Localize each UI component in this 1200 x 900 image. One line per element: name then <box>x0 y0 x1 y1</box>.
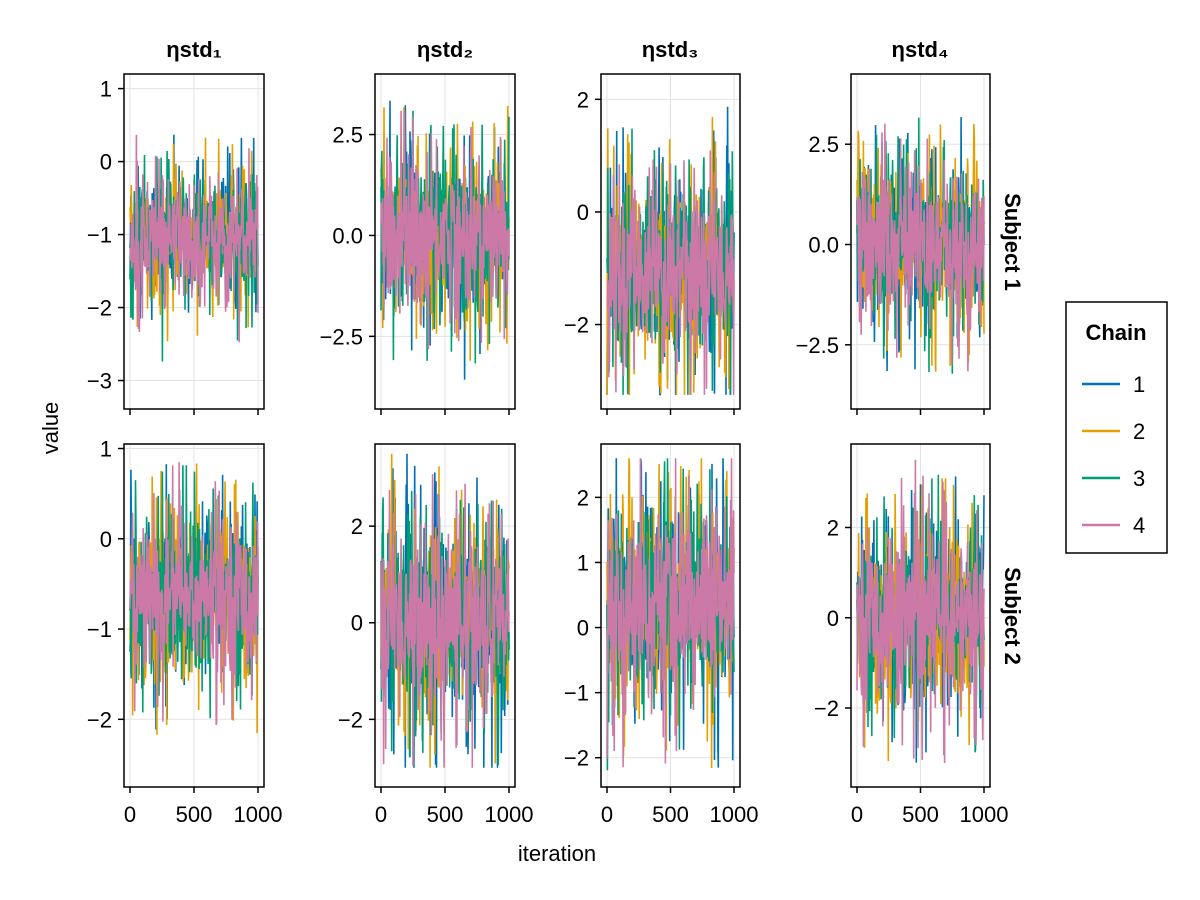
x-tick-label: 1000 <box>234 802 283 827</box>
y-tick-label: −2 <box>87 707 112 732</box>
x-tick-label: 1000 <box>485 802 534 827</box>
column-title: ηstd₁ <box>166 37 222 62</box>
y-tick-label: −1 <box>87 617 112 642</box>
panel: 2.5 0.0 −2.5 <box>320 73 516 415</box>
y-tick-label: 0.0 <box>332 223 363 248</box>
legend-label: 3 <box>1133 466 1145 491</box>
chain-4-trace <box>129 462 259 726</box>
trace-group <box>129 134 259 362</box>
trace-group <box>606 458 735 771</box>
trace-group <box>129 462 259 735</box>
y-tick-label: 2.5 <box>808 132 839 157</box>
legend-entry: 3 <box>1082 466 1145 491</box>
y-tick-label: 0 <box>827 606 839 631</box>
x-tick-label: 0 <box>375 802 387 827</box>
row-labels: Subject 1 Subject 2 <box>1000 193 1025 665</box>
column-title: ηstd₃ <box>642 37 699 62</box>
y-tick-label: −2.5 <box>320 324 363 349</box>
x-tick-label: 500 <box>427 802 464 827</box>
y-tick-label: 0 <box>100 150 112 175</box>
y-tick-label: 2.5 <box>332 123 363 148</box>
y-tick-label: −1 <box>87 223 112 248</box>
x-tick-label: 0 <box>601 802 613 827</box>
panel: 1 0 −1 −2 0 500 1000 <box>87 437 283 827</box>
legend-box <box>1065 301 1168 554</box>
legend-entry: 4 <box>1082 513 1145 538</box>
y-tick-label: −2 <box>564 313 589 338</box>
x-tick-label: 1000 <box>710 802 759 827</box>
chain-4-trace <box>380 110 510 350</box>
panel: 2.5 0.0 −2.5 <box>796 73 991 415</box>
y-tick-label: −2 <box>338 707 363 732</box>
x-tick-label: 500 <box>902 802 939 827</box>
chain-4-trace <box>856 123 985 372</box>
column-titles: ηstd₁ ηstd₂ ηstd₃ ηstd₄ <box>166 37 948 62</box>
y-tick-label: 2 <box>827 515 839 540</box>
legend-label: 4 <box>1133 513 1145 538</box>
legend-entry: 2 <box>1082 419 1145 444</box>
column-title: ηstd₂ <box>417 37 473 62</box>
y-tick-label: −2.5 <box>796 333 839 358</box>
panel: 2 0 −2 <box>564 73 741 415</box>
chain-4-trace <box>856 459 985 764</box>
x-tick-label: 500 <box>176 802 213 827</box>
x-tick-label: 1000 <box>960 802 1009 827</box>
y-tick-label: 1 <box>577 550 589 575</box>
panel: 2 0 −2 0 500 1000 <box>338 443 534 827</box>
trace-group <box>856 459 985 764</box>
x-tick-label: 500 <box>652 802 689 827</box>
y-tick-label: 0 <box>351 611 363 636</box>
legend-label: 2 <box>1133 419 1145 444</box>
y-tick-label: 2 <box>577 485 589 510</box>
legend: Chain 1 2 3 4 <box>1065 301 1168 554</box>
y-tick-label: −2 <box>564 746 589 771</box>
chain-4-trace <box>129 134 259 343</box>
chain-4-trace <box>606 458 735 768</box>
y-tick-label: 2 <box>577 87 589 112</box>
y-tick-label: −2 <box>87 296 112 321</box>
y-tick-label: 0 <box>577 200 589 225</box>
chain-4-trace <box>380 474 510 768</box>
panel: 2 1 0 −1 −2 0 500 1000 <box>564 443 759 827</box>
y-tick-label: 0 <box>577 616 589 641</box>
trace-group <box>380 100 510 380</box>
y-tick-label: 1 <box>100 77 112 102</box>
panel: 1 0 −1 −2 −3 <box>87 73 265 415</box>
legend-label: 1 <box>1133 372 1145 397</box>
row-label: Subject 2 <box>1000 567 1025 665</box>
y-tick-label: −1 <box>564 681 589 706</box>
trace-group <box>856 117 985 374</box>
x-tick-label: 0 <box>124 802 136 827</box>
panels: 1 0 −1 −2 −3 2.5 0.0 −2.5 2 0 −2 2.5 0.0 −2.5 1 0 −1 −2 0 5… <box>87 73 1009 827</box>
y-tick-label: 2 <box>351 514 363 539</box>
y-tick-label: 0 <box>100 527 112 552</box>
y-axis-label: value <box>38 402 63 455</box>
trace-group <box>380 453 510 768</box>
y-tick-label: 0.0 <box>808 233 839 258</box>
panel: 2 0 −2 0 500 1000 <box>814 443 1009 827</box>
y-tick-label: −2 <box>814 696 839 721</box>
trace-group <box>606 106 735 396</box>
y-tick-label: −3 <box>87 369 112 394</box>
legend-entry: 1 <box>1082 372 1145 397</box>
y-tick-label: 1 <box>100 437 112 462</box>
column-title: ηstd₄ <box>892 37 949 62</box>
x-tick-label: 0 <box>851 802 863 827</box>
row-label: Subject 1 <box>1000 193 1025 291</box>
legend-title: Chain <box>1085 320 1146 345</box>
chain-3-trace <box>606 458 735 771</box>
chain-4-trace <box>606 150 735 395</box>
x-axis-label: iteration <box>518 841 596 866</box>
